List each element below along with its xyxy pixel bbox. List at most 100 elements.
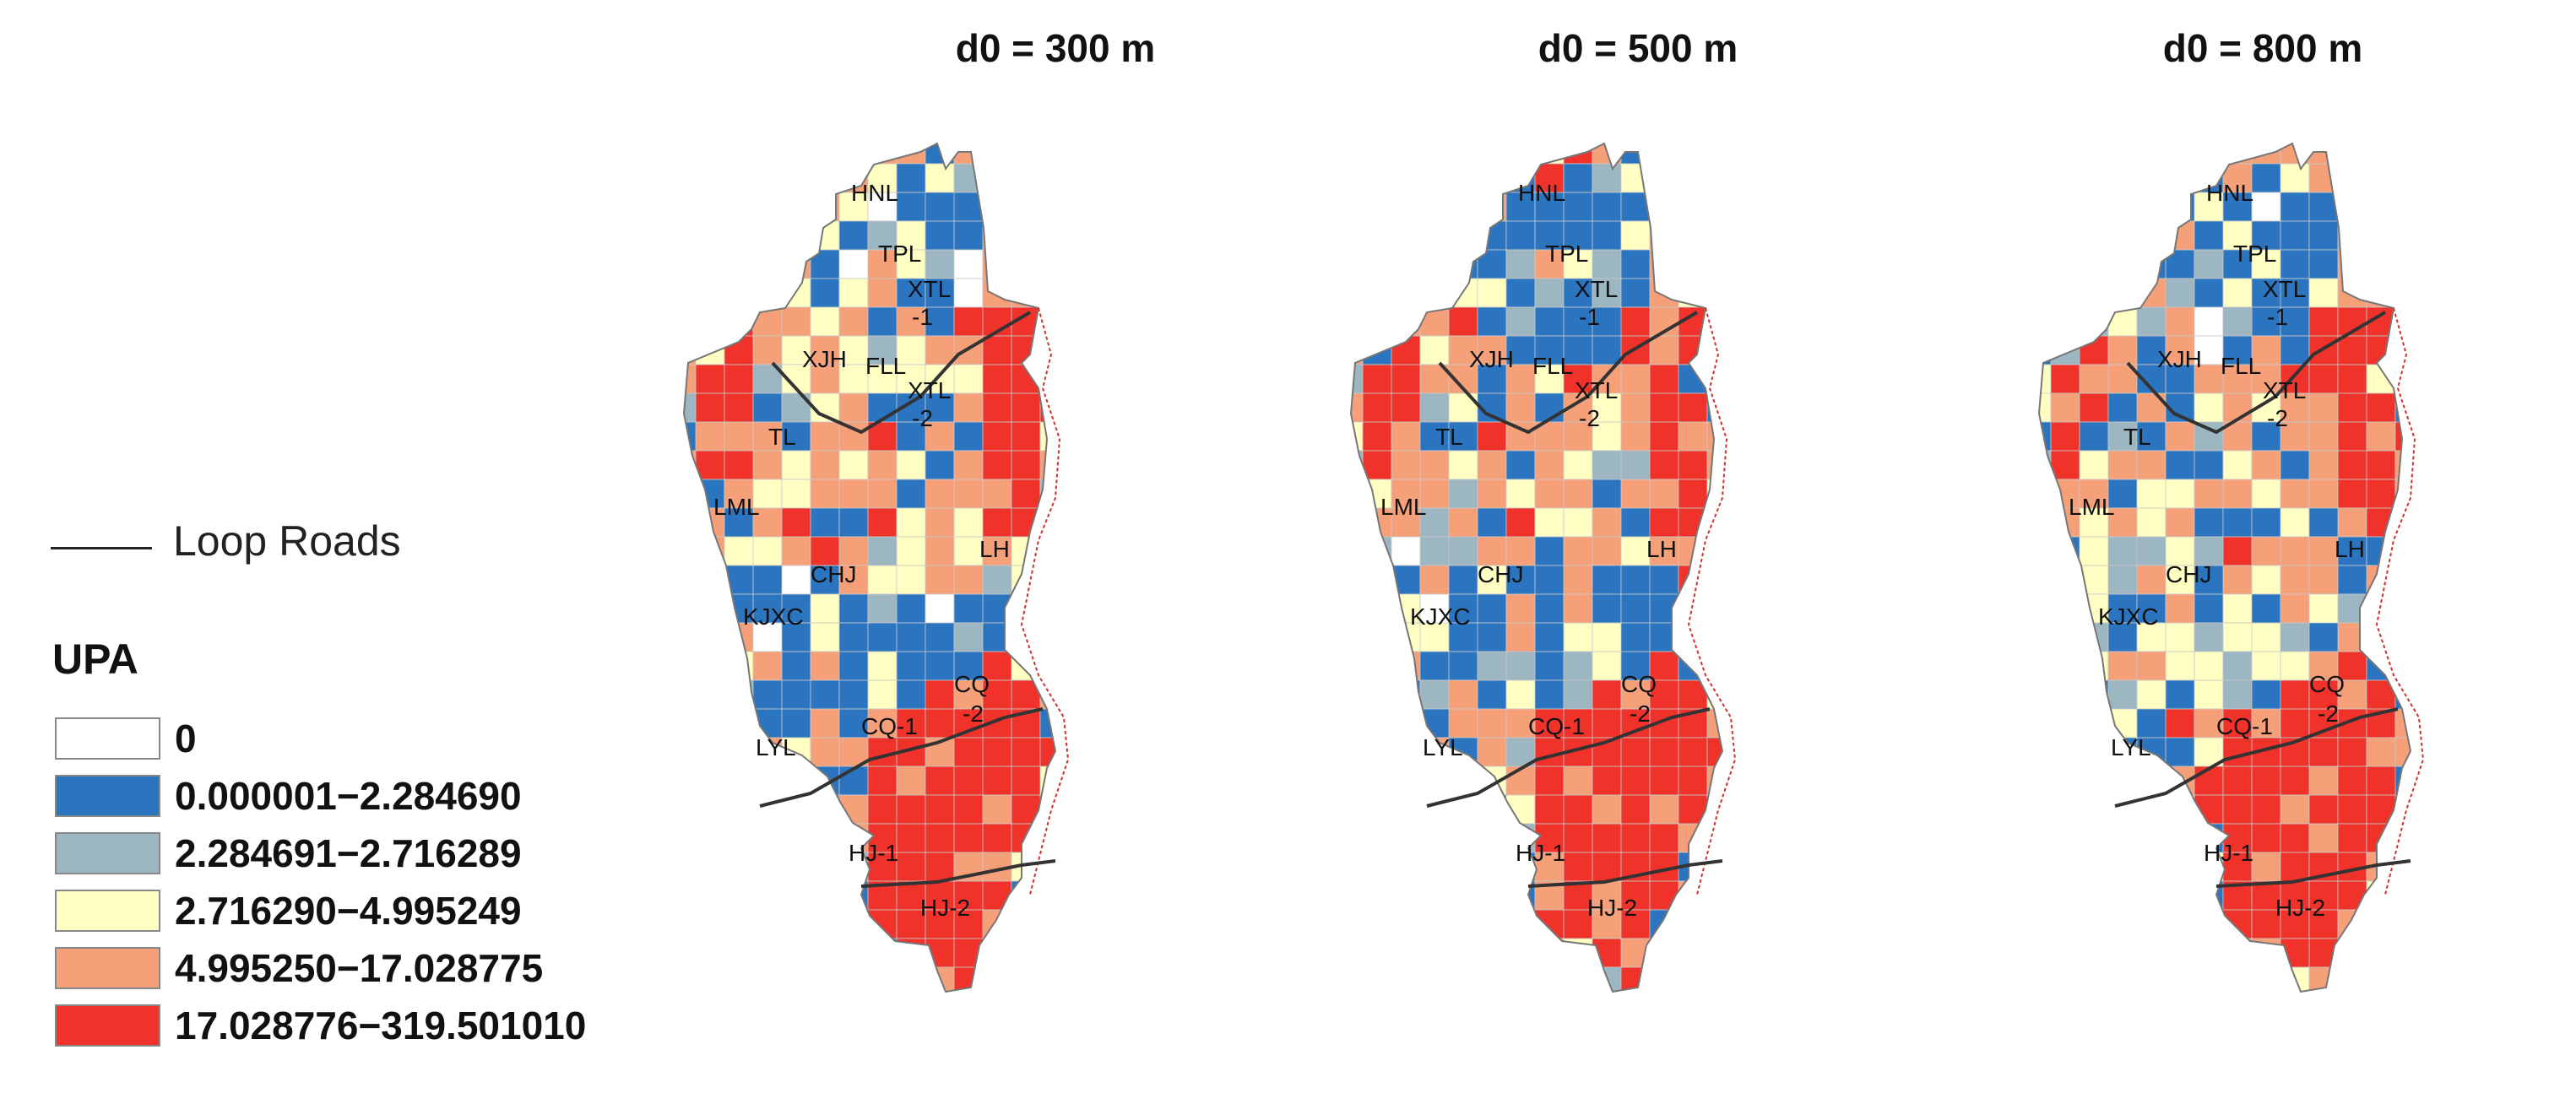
- block-polygon: [1039, 450, 1055, 480]
- block-polygon: [1011, 996, 1040, 1025]
- block-polygon: [1765, 824, 1793, 852]
- block-polygon: [1391, 852, 1421, 882]
- block-polygon: [2424, 537, 2453, 565]
- block-polygon: [2539, 852, 2568, 881]
- block-polygon: [1477, 794, 1507, 825]
- block-polygon: [1793, 852, 1851, 881]
- block-polygon: [1212, 135, 1241, 164]
- block-polygon: [1765, 537, 1793, 565]
- block-polygon: [1592, 565, 1622, 595]
- block-polygon: [1011, 593, 1041, 624]
- block-polygon: [2510, 565, 2539, 594]
- block-polygon: [1505, 536, 1536, 566]
- block-polygon: [2165, 143, 2195, 165]
- block-polygon: [1098, 451, 1126, 479]
- block-polygon: [1793, 451, 1822, 479]
- block-polygon: [925, 679, 955, 710]
- block-polygon: [695, 278, 725, 308]
- block-polygon: [1039, 823, 1055, 853]
- district-outline: [1349, 142, 1724, 993]
- block-polygon: [810, 794, 840, 825]
- block-polygon: [1098, 336, 1126, 365]
- block-polygon: [684, 708, 725, 739]
- block-polygon: [1419, 938, 1450, 968]
- block-polygon: [2394, 966, 2411, 992]
- block-polygon: [2394, 938, 2411, 968]
- block-polygon: [1184, 623, 1212, 652]
- block-polygon: [684, 651, 725, 681]
- block-polygon: [1212, 881, 1258, 910]
- block-polygon: [1351, 794, 1364, 825]
- block-polygon: [1212, 795, 1258, 824]
- block-polygon: [1184, 795, 1212, 824]
- district-label: -2: [912, 405, 933, 431]
- block-polygon: [1765, 881, 1793, 910]
- block-polygon: [1184, 738, 1212, 766]
- block-polygon: [2308, 737, 2339, 767]
- block-polygon: [752, 421, 783, 452]
- block-polygon: [838, 909, 869, 939]
- block-polygon: [1707, 996, 1765, 1025]
- block-polygon: [1505, 278, 1536, 308]
- block-polygon: [2510, 336, 2539, 365]
- loop-road: [1527, 859, 1723, 888]
- block-polygon: [684, 249, 725, 279]
- block-polygon: [2337, 364, 2367, 394]
- block-polygon: [1126, 250, 1155, 279]
- loop-road: [759, 707, 1044, 808]
- block-polygon: [2366, 679, 2396, 710]
- block-polygon: [1039, 622, 1055, 652]
- block-polygon: [1477, 479, 1507, 509]
- block-polygon: [896, 622, 926, 652]
- block-polygon: [1391, 938, 1450, 968]
- block-polygon: [1069, 537, 1098, 565]
- block-polygon: [1069, 422, 1098, 451]
- block-polygon: [1241, 422, 1258, 451]
- block-polygon: [2079, 479, 2109, 509]
- block-polygon: [1069, 623, 1126, 652]
- block-polygon: [1362, 278, 1392, 308]
- block-polygon: [2050, 220, 2080, 251]
- block-polygon: [1822, 795, 1851, 824]
- block-polygon: [1212, 738, 1241, 766]
- block-polygon: [1212, 967, 1241, 996]
- block-polygon: [1241, 738, 1258, 766]
- block-polygon: [2280, 1025, 2309, 1030]
- block-polygon: [1391, 708, 1421, 739]
- block-polygon: [867, 766, 898, 796]
- block-polygon: [1765, 680, 1793, 709]
- block-polygon: [1039, 909, 1055, 939]
- block-polygon: [1765, 250, 1822, 279]
- block-polygon: [953, 278, 984, 308]
- block-polygon: [1184, 451, 1241, 479]
- block-polygon: [1736, 652, 1765, 680]
- block-polygon: [867, 479, 898, 509]
- block-polygon: [1155, 279, 1212, 307]
- block-polygon: [1098, 192, 1126, 221]
- block-polygon: [1908, 795, 1925, 824]
- block-polygon: [1069, 996, 1126, 1025]
- block-polygon: [2424, 479, 2453, 508]
- block-polygon: [982, 143, 1012, 165]
- block-polygon: [752, 192, 783, 222]
- block-polygon: [2222, 565, 2253, 595]
- block-polygon: [1678, 909, 1722, 939]
- block-polygon: [2308, 909, 2339, 939]
- block-polygon: [925, 823, 955, 853]
- block-polygon: [752, 507, 783, 538]
- block-polygon: [2481, 1025, 2539, 1030]
- block-polygon: [2568, 479, 2576, 508]
- block-polygon: [2337, 163, 2396, 193]
- block-polygon: [1241, 336, 1258, 365]
- block-polygon: [1620, 651, 1651, 681]
- block-polygon: [810, 938, 840, 968]
- block-polygon: [2337, 880, 2367, 911]
- block-polygon: [1241, 967, 1258, 996]
- block-polygon: [2280, 507, 2310, 538]
- block-polygon: [1212, 824, 1241, 852]
- block-polygon: [1505, 392, 1536, 423]
- block-polygon: [1448, 163, 1478, 193]
- block-polygon: [839, 1025, 897, 1030]
- district-label: LML: [713, 494, 759, 520]
- block-polygon: [1212, 221, 1258, 250]
